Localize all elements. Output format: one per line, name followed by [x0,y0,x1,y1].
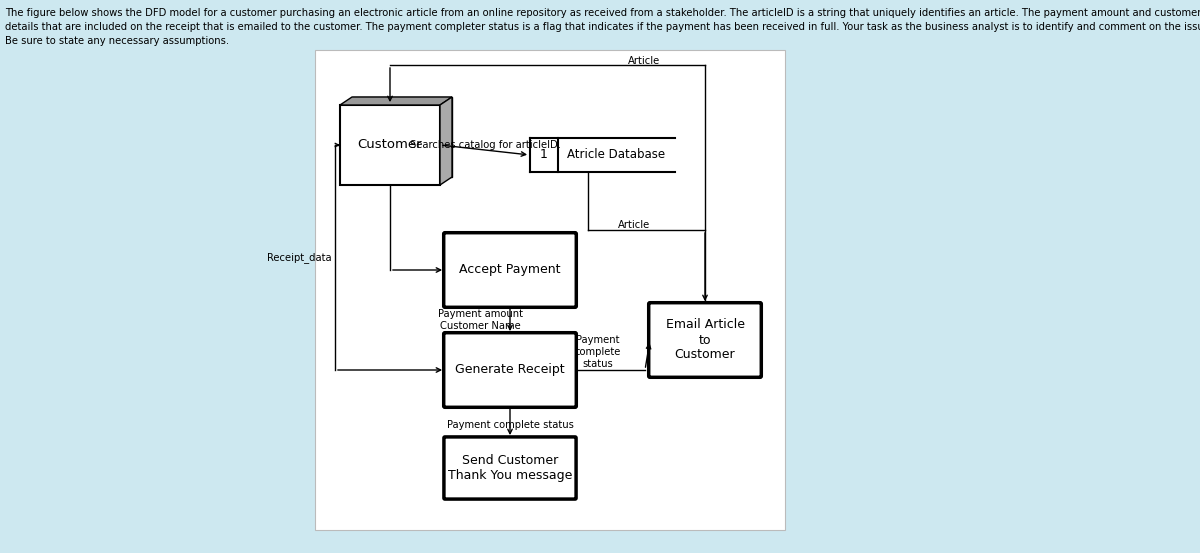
Text: details that are included on the receipt that is emailed to the customer. The pa: details that are included on the receipt… [5,22,1200,32]
Text: Customer: Customer [358,138,422,152]
Text: The figure below shows the DFD model for a customer purchasing an electronic art: The figure below shows the DFD model for… [5,8,1200,18]
Text: Searches catalog for articleID.: Searches catalog for articleID. [409,140,560,150]
Text: Accept Payment: Accept Payment [460,263,560,276]
Bar [314,50,785,530]
Text: Atricle Database: Atricle Database [568,149,666,161]
Text: Article: Article [628,56,660,66]
FancyBboxPatch shape [649,302,761,377]
Polygon shape [440,97,452,185]
Bar [340,105,440,185]
Text: Email Article
to
Customer: Email Article to Customer [666,319,744,362]
Text: Send Customer
Thank You message: Send Customer Thank You message [448,454,572,482]
Text: Generate Receipt: Generate Receipt [455,363,565,377]
Bar [352,97,452,177]
FancyBboxPatch shape [444,233,576,307]
Bar [530,138,674,172]
Text: Payment amount
Customer Name: Payment amount Customer Name [438,309,522,331]
Text: Receipt_data: Receipt_data [268,252,332,263]
Text: Payment
complete
status: Payment complete status [575,336,620,369]
FancyBboxPatch shape [444,333,576,408]
Text: 1: 1 [540,149,548,161]
Text: Payment complete status: Payment complete status [446,420,574,430]
Text: Article: Article [618,220,650,230]
Text: Be sure to state any necessary assumptions.: Be sure to state any necessary assumptio… [5,36,229,46]
Polygon shape [340,97,452,105]
FancyBboxPatch shape [444,437,576,499]
